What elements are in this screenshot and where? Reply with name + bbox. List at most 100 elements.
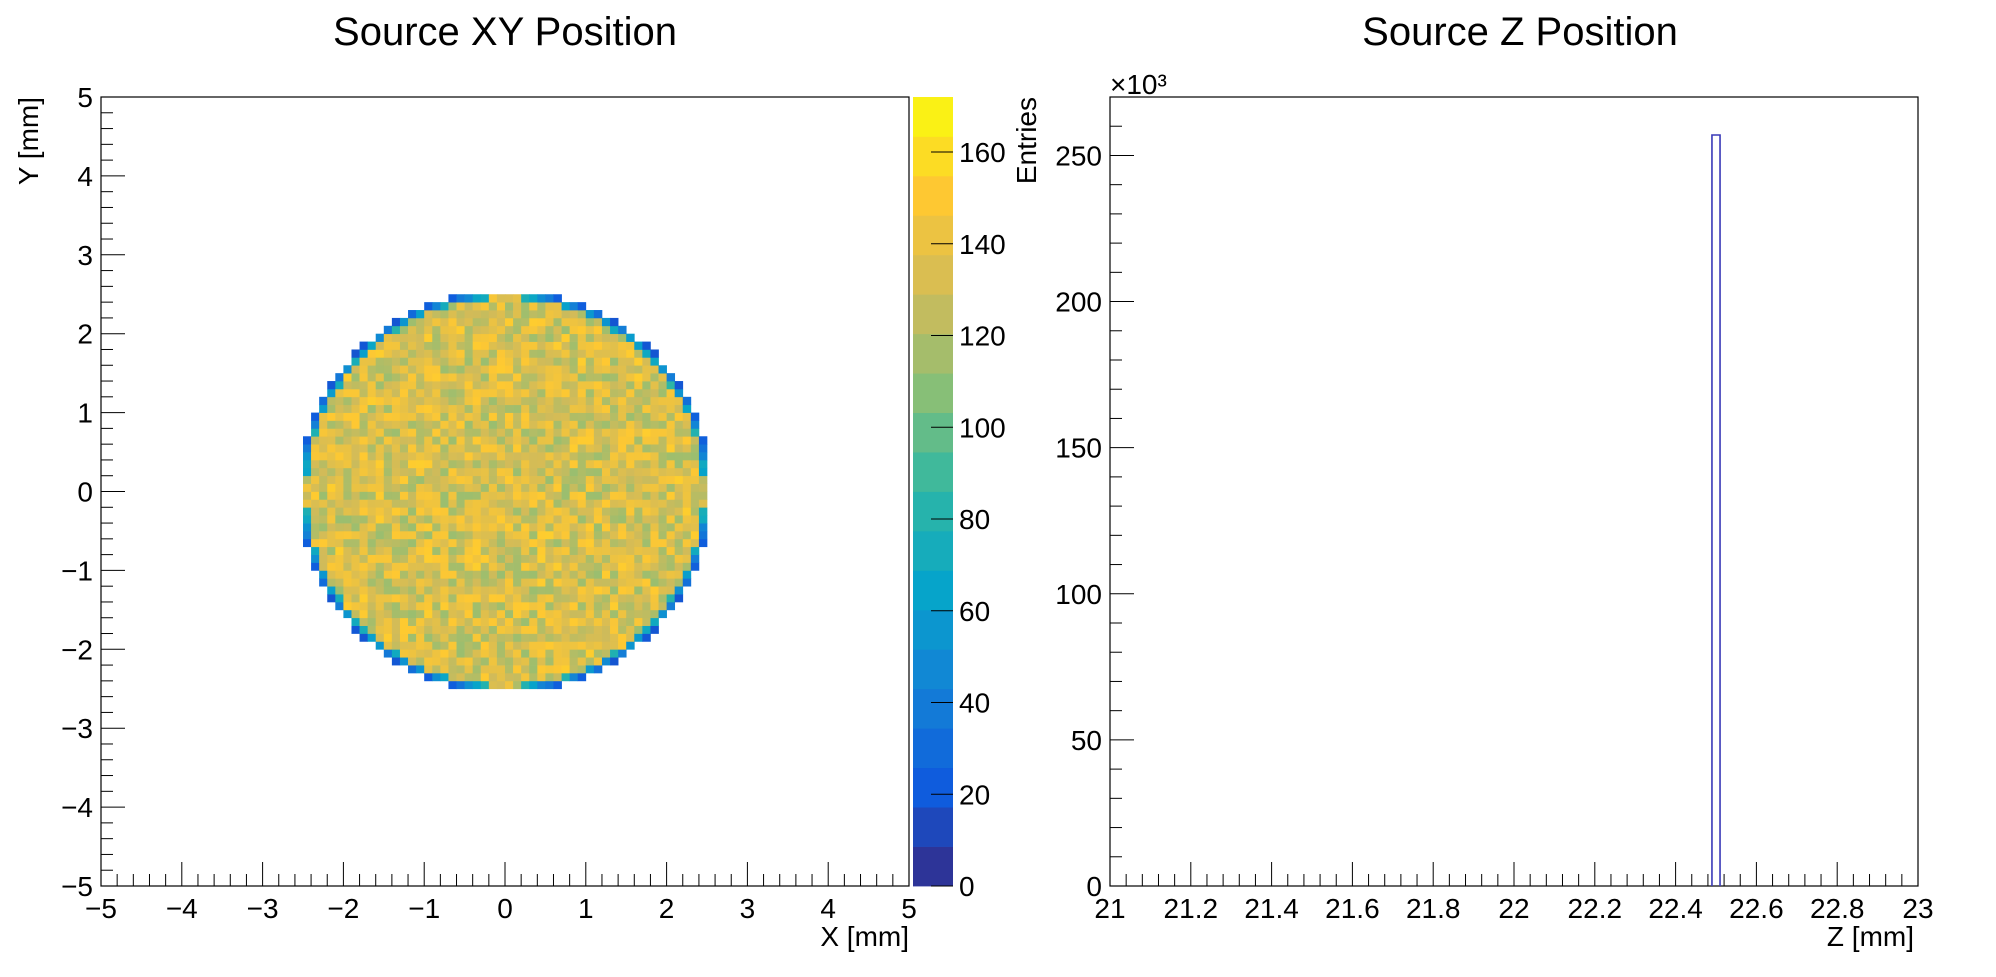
heatmap-cell	[553, 396, 562, 406]
heatmap-cell	[472, 672, 482, 682]
heatmap-cell	[545, 452, 554, 461]
heatmap-cell	[335, 483, 344, 492]
heatmap-cell	[391, 649, 401, 658]
heatmap-cell	[513, 444, 522, 453]
heatmap-cell	[480, 396, 490, 406]
heatmap-cell	[488, 672, 498, 682]
heatmap-cell	[432, 523, 441, 532]
heatmap-cell	[424, 381, 433, 390]
heatmap-cell	[634, 365, 643, 374]
heatmap-cell	[513, 396, 522, 406]
heatmap-cell	[327, 420, 336, 429]
heatmap-cell	[448, 365, 457, 374]
heatmap-cell	[408, 625, 417, 634]
heatmap-cell	[545, 475, 554, 484]
heatmap-cell	[408, 317, 417, 327]
colorbar-band	[913, 136, 953, 177]
heatmap-cell	[610, 586, 619, 595]
heatmap-cell	[496, 294, 506, 303]
heatmap-cell	[513, 507, 522, 516]
heatmap-cell	[464, 649, 474, 658]
heatmap-cell	[399, 483, 409, 492]
heatmap-cell	[690, 491, 700, 500]
heatmap-cell	[440, 530, 449, 540]
heatmap-cell	[391, 412, 401, 421]
heatmap-cell	[359, 349, 368, 358]
heatmap-cell	[626, 523, 635, 532]
heatmap-cell	[408, 373, 417, 382]
heatmap-cell	[416, 609, 425, 619]
heatmap-cell	[311, 475, 320, 484]
heatmap-cell	[480, 625, 490, 634]
heatmap-cell	[319, 499, 328, 508]
heatmap-cell	[399, 625, 409, 634]
heatmap-cell	[383, 444, 393, 453]
heatmap-cell	[666, 570, 676, 579]
heatmap-cell	[480, 459, 490, 469]
heatmap-cell	[505, 404, 514, 413]
heatmap-cell	[375, 538, 385, 548]
heatmap-cell	[698, 499, 708, 508]
heatmap-cell	[585, 546, 595, 555]
heatmap-cell	[456, 665, 465, 674]
heatmap-cell	[658, 444, 667, 453]
heatmap-cell	[480, 325, 490, 335]
heatmap-cell	[327, 586, 336, 595]
heatmap-cell	[521, 404, 530, 413]
heatmap-cell	[610, 452, 619, 461]
heatmap-cell	[610, 459, 619, 469]
heatmap-cell	[367, 617, 377, 626]
heatmap-cell	[537, 601, 546, 611]
heatmap-cell	[642, 483, 651, 492]
heatmap-cell	[642, 538, 651, 548]
heatmap-cell	[521, 357, 530, 366]
heatmap-cell	[553, 515, 562, 524]
heatmap-cell	[351, 467, 360, 477]
heatmap-cell	[593, 357, 603, 366]
z-histogram-bars	[1711, 134, 1721, 886]
heatmap-cell	[488, 365, 498, 374]
heatmap-cell	[634, 357, 643, 366]
heatmap-cell	[585, 349, 595, 358]
heatmap-cell	[440, 317, 449, 327]
heatmap-cell	[521, 325, 530, 335]
heatmap-cell	[480, 554, 490, 563]
heatmap-cell	[561, 601, 570, 611]
heatmap-cell	[610, 578, 619, 587]
heatmap-cell	[642, 530, 651, 540]
heatmap-cell	[569, 570, 579, 579]
heatmap-cell	[408, 365, 417, 374]
heatmap-cell	[593, 310, 603, 319]
heatmap-cell	[456, 594, 465, 603]
heatmap-cell	[432, 459, 441, 469]
heatmap-cell	[593, 554, 603, 563]
heatmap-cell	[642, 617, 651, 626]
heatmap-cell	[690, 507, 700, 516]
heatmap-cell	[496, 349, 506, 358]
heatmap-cell	[456, 483, 465, 492]
heatmap-cell	[601, 349, 611, 358]
heatmap-cell	[650, 554, 659, 563]
heatmap-cell	[601, 381, 611, 390]
heatmap-cell	[456, 641, 465, 650]
heatmap-cell	[496, 428, 506, 437]
heatmap-cell	[464, 601, 474, 611]
heatmap-cell	[618, 507, 627, 516]
heatmap-cell	[424, 452, 433, 461]
heatmap-cell	[650, 538, 659, 548]
heatmap-cell	[391, 530, 401, 540]
heatmap-cell	[472, 388, 482, 398]
heatmap-cell	[626, 467, 635, 477]
heatmap-cell	[472, 349, 482, 358]
heatmap-cell	[569, 546, 579, 555]
heatmap-cell	[343, 554, 352, 563]
heatmap-cell	[521, 381, 530, 390]
heatmap-cell	[375, 578, 385, 587]
heatmap-cell	[642, 475, 651, 484]
heatmap-cell	[610, 515, 619, 524]
heatmap-cell	[513, 428, 522, 437]
heatmap-cell	[577, 491, 587, 500]
heatmap-cell	[472, 452, 482, 461]
heatmap-cell	[537, 515, 546, 524]
heatmap-cell	[626, 459, 635, 469]
